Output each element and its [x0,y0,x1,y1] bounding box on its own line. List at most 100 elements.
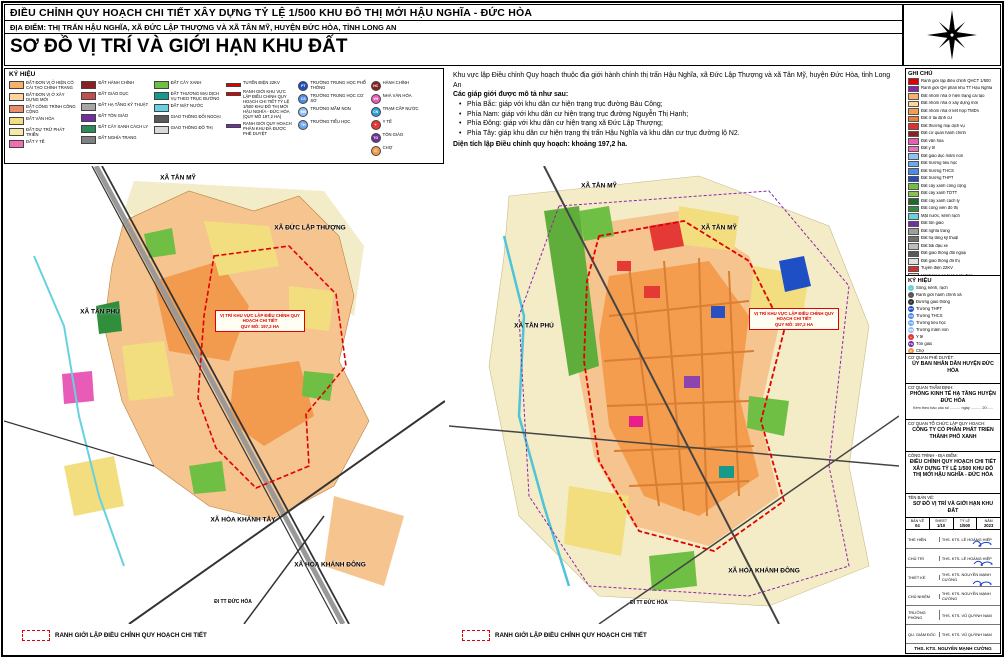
legend-label: ĐẤT GIÁO DỤC [98,91,129,96]
notes-legend-item: Đất nhóm nhà ở xây dựng mới [908,100,998,107]
legend-label: Đất nghĩa trang [921,228,950,233]
map-label-hoa-khanh-dong: XÃ HÒA KHÁNH ĐÔNG [294,561,366,569]
legend-item: RANH GIỚI QUY HOẠCH PHÂN KHU ĐÃ ĐƯỢC PHÊ… [225,121,294,137]
legend-label: ĐẤT THƯƠNG MẠI DỊCH VỤ THEO TRỤC ĐƯỜNG [170,91,220,102]
symbols-legend-item: = Đường giao thông [908,299,998,305]
legend-label: Trường THCS [916,313,943,318]
legend-swatch [9,93,24,102]
legend-label: Chợ [916,348,925,353]
legend-swatch [908,235,919,242]
notes-legend-item: Đất giao thông đô thị [908,258,998,265]
legend-label: ĐẤT Y TẾ [26,139,45,145]
boundary-caption-right: RANH GIỚI LẬP ĐIỀU CHỈNH QUY HOẠCH CHI T… [462,630,647,641]
legend-swatch [81,125,97,133]
notes-legend-title: GHI CHÚ [908,71,933,77]
legend-label: Đường giao thông [916,299,950,304]
notes-legend-list: Ranh giới lập điều chỉnh QHCT 1/500 Ranh… [908,78,998,275]
symbols-legend-item: + Y tế [908,334,998,340]
planning-consultant-block: CƠ QUAN TỔ CHỨC LẬP QUY HOẠCH: CÔNG TY C… [906,419,1000,451]
notes-legend-item: Đất tôn giáo [908,220,998,227]
notes-legend-item: Đất cây xanh cách ly [908,198,998,205]
main-legend-title: KÝ HIỆU [9,71,36,78]
map-label-tan-phu: XÃ TÂN PHÚ [80,308,120,316]
north-compass-box [903,4,1001,66]
legend-item: ĐẤT CÂY XANH [153,80,222,89]
legend-item: ĐẤT CÔNG TRÌNH CÔNG CỘNG [9,104,77,114]
legend-label: Trường tiểu học [916,320,946,325]
legend-column-5: PT TRƯỜNG TRUNG HỌC PHỔ THÔNG CS TRƯỜNG … [298,80,366,156]
signature-name: THS. KTS. LÊ HOÀNG HIỆP [941,555,992,561]
signature-name: THS. KTS. NGUYỄN MẠNH CƯỜNG [941,572,991,582]
map-label-di-tt-duc-hoa: ĐI TT ĐỨC HÒA [214,599,252,605]
legend-swatch [908,273,919,275]
planning-boundary-outline [583,220,786,552]
legend-line-swatch [225,124,241,129]
school-symbol-icon: CS [298,94,309,104]
map-label-duc-lap-thuong: XÃ ĐỨC LẬP THƯỢNG [274,224,346,232]
legend-swatch [908,213,919,220]
legend-item: ĐẤT ĐƠN VỊ Ở HIỆN CÓ CẢI TẠO CHỈNH TRANG [9,80,77,90]
legend-label: TRẠM CẤP NƯỚC [382,106,419,111]
boundary-item: Phía Tây: giáp khu dân cư hiện trạng thị… [453,129,893,139]
legend-label: GIAO THÔNG ĐỐI NGOẠI [170,114,221,120]
school-symbol-icon: TH [298,120,309,130]
legend-item: HC HÀNH CHÍNH [370,80,439,91]
legend-item: CS TRƯỜNG TRUNG HỌC CƠ SỞ [298,93,366,104]
drawing-name-value: SƠ ĐỒ VỊ TRÍ VÀ GIỚI HẠN KHU ĐẤT [912,501,994,514]
notes-legend-item: Đất giáo dục mầm non [908,153,998,160]
legend-label: Y tế [916,334,924,339]
appraising-agency-label: CƠ QUAN THẨM ĐỊNH: [908,385,954,390]
legend-swatch [908,100,919,107]
legend-item: C CHỢ [370,145,439,156]
legend-label: Hành lang an toàn lưới điện [921,274,973,275]
signature-role: CHỦ TRÌ [906,555,940,561]
legend-label: Trường THPT [916,306,943,311]
legend-swatch [908,198,919,205]
facility-symbol-icon: + [370,120,381,130]
main-legend: KÝ HIỆU ĐẤT ĐƠN VỊ Ở HIỆN CÓ CẢI TẠO CHỈ… [4,68,444,164]
legend-label: Ranh giới QH phân khu TT Hậu Nghĩa [921,86,993,91]
legend-swatch [81,114,97,122]
annotation-line1: VỊ TRÍ KHU VỰC LẬP ĐIỀU CHỈNH QUY HOẠCH … [220,313,300,324]
legend-label: Đất ở tái định cư [921,116,953,121]
map-label-tan-phu: XÃ TÂN PHÚ [514,322,554,330]
notes-legend-item: Đất văn hóa [908,138,998,145]
legend-swatch [908,130,919,137]
appraising-agency-block: CƠ QUAN THẨM ĐỊNH: PHÒNG KINH TẾ HẠ TẦNG… [906,383,1000,419]
legend-label: HÀNH CHÍNH [382,80,409,85]
info-label: SHEET [935,519,948,523]
signature-role: QU. GIÁM ĐỐC [906,631,940,637]
legend-label: RANH GIỚI KHU VỰC LẬP ĐIỀU CHỈNH QUY HOẠ… [242,89,290,120]
legend-swatch [908,145,919,152]
map-label-hoa-khanh-dong: XÃ HÒA KHÁNH ĐÔNG [728,567,800,575]
legend-label: RANH GIỚI QUY HOẠCH PHÂN KHU ĐÃ ĐƯỢC PHÊ… [242,121,292,137]
legend-label: TUYẾN ĐIỆN 22KV [242,80,280,85]
legend-swatch [908,153,919,160]
legend-item: ĐẤT GIÁO DỤC [81,91,149,100]
symbols-legend-item: ~ Sông, kênh, rạch [908,285,998,291]
symbols-legend-list: ~ Sông, kênh, rạch - Ranh giới hành chín… [908,285,998,353]
signature-row: THIẾT KẾ THS. KTS. NGUYỄN MẠNH CƯỜNG [906,568,1000,587]
map-label-tan-my-top: XÃ TÂN MỸ [581,182,617,190]
legend-item: ĐẤT TÔN GIÁO [81,113,149,122]
legend-swatch [908,168,919,175]
legend-label: Đất cây xanh cách ly [921,198,960,203]
drawing-info-cell: SHEET 1/10 [930,518,954,529]
legend-label: Đất bãi đậu xe [921,243,949,248]
legend-label: TRƯỜNG TRUNG HỌC PHỔ THÔNG [310,80,367,91]
legend-label: Đất trường THPT [921,176,954,181]
symbol-icon: = [908,299,914,305]
boundary-description: Khu vực lập Điều chỉnh Quy hoạch thuộc đ… [447,68,899,164]
legend-label: ĐẤT VĂN HÓA [26,116,55,122]
signature-role: CHỦ NHIỆM [906,593,940,599]
legend-item: TUYẾN ĐIỆN 22KV [225,80,294,87]
legend-label: TRƯỜNG MẦM NON [310,106,351,111]
project-name-label: CÔNG TRÌNH - ĐỊA ĐIỂM: [908,453,958,458]
notes-legend-item: Đất thương mại dịch vụ [908,123,998,130]
notes-legend-item: Hành lang an toàn lưới điện [908,273,998,275]
info-value: 1/500 [959,523,971,528]
facility-symbol-icon: C [370,146,381,156]
legend-label: TRƯỜNG TRUNG HỌC CƠ SỞ [310,93,364,104]
signature-role: THỂ HIỆN [906,536,940,542]
drawing-info-row: BẢN VẼ 04 SHEET 1/10 TỶ LỆ 1/500 NĂM 202… [906,517,1000,529]
